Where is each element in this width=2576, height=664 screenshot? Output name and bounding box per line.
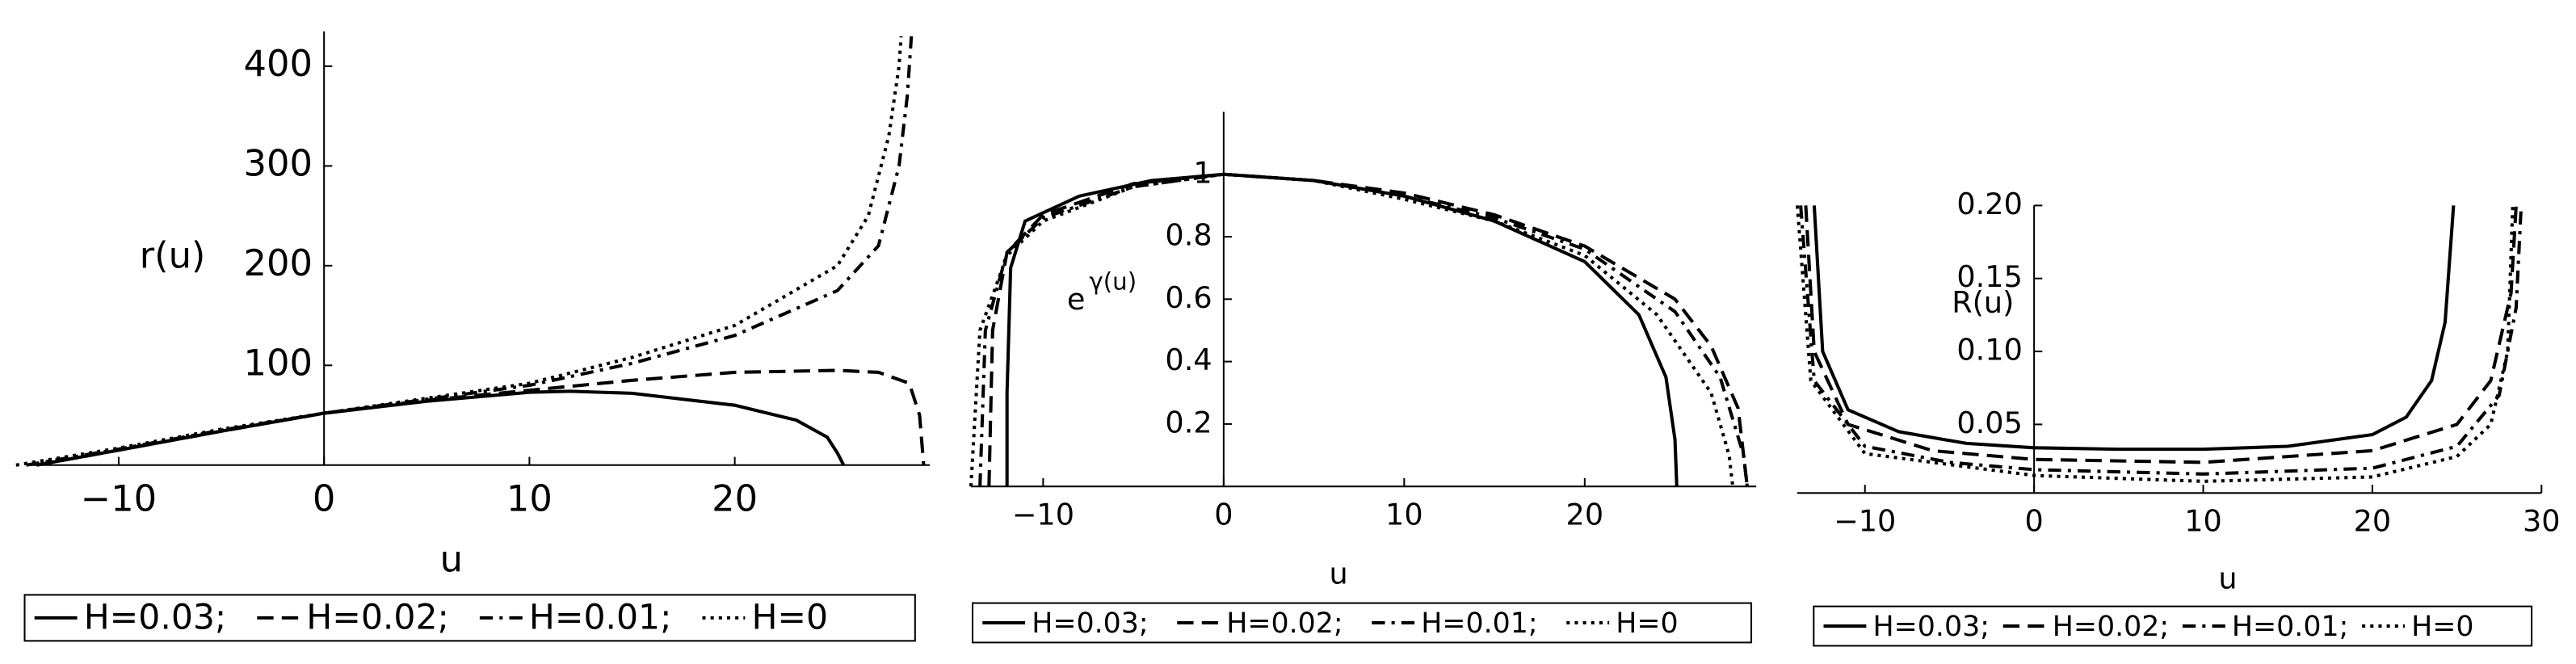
legend-label: H=0.02; (1226, 607, 1343, 640)
y-axis-label: e (1067, 282, 1086, 317)
legend-label: H=0.03; (84, 598, 227, 637)
legend-label: H=0.01; (2232, 611, 2348, 643)
y-tick-label: 200 (244, 242, 313, 284)
y-tick-label: 0.15 (1956, 259, 2022, 294)
y-axis-label: R(u) (1952, 285, 2014, 320)
series-line (978, 172, 1749, 487)
x-tick-label: −10 (81, 477, 157, 519)
legend-label: H=0.02; (2053, 611, 2169, 643)
y-tick-label: 0.10 (1956, 333, 2022, 368)
series-line (36, 389, 846, 467)
legend-box (971, 602, 1753, 644)
y-tick-label: 0.6 (1165, 280, 1212, 315)
series-line (1005, 172, 1679, 487)
legend-box (23, 594, 916, 642)
x-axis-label: u (2218, 561, 2237, 596)
panel: −10 0 10 20 0.2 0.4 0.6 0.8 1 u eγ(u) H=0.03; H=0.02… (969, 111, 1757, 644)
legend-label: H=0.02; (306, 598, 449, 637)
legend-label: H=0.03; (1032, 607, 1148, 640)
y-tick-label: 100 (244, 341, 313, 384)
legend-label: H=0 (751, 598, 828, 637)
panel: −10 0 10 20 100 200 300 400 u r(u) H=0.03; H=0.02; H… (15, 31, 931, 642)
series-line (1812, 205, 2456, 452)
x-tick-label: 20 (712, 477, 758, 519)
x-tick-label: 20 (2354, 503, 2392, 538)
y-tick-label: 400 (244, 42, 313, 85)
series-line (15, 36, 903, 467)
y-tick-label: 0.20 (1956, 187, 2022, 221)
y-axis-label: r(u) (140, 233, 206, 276)
x-tick-label: 10 (2184, 503, 2222, 538)
y-tick-label: 0.4 (1165, 343, 1212, 377)
x-tick-label: 10 (506, 477, 553, 519)
x-tick-label: 30 (2523, 503, 2561, 538)
series-line (987, 172, 1749, 487)
x-tick-label: −10 (1012, 497, 1074, 532)
x-axis-label: u (440, 538, 463, 581)
y-tick-label: 0.05 (1956, 406, 2022, 440)
legend-label: H=0 (2411, 611, 2473, 643)
y-tick-label: 0.2 (1165, 405, 1212, 439)
legend-label: H=0 (1616, 607, 1678, 640)
x-tick-label: 0 (1214, 497, 1233, 532)
x-tick-label: −10 (1834, 503, 1896, 538)
legend-label: H=0.01; (1421, 607, 1537, 640)
series-line (1795, 205, 2515, 483)
y-tick-label: 1 (1193, 155, 1212, 190)
series-line (1799, 205, 2523, 476)
x-tick-label: 20 (1566, 497, 1604, 532)
legend-box (1813, 605, 2533, 647)
x-tick-label: 0 (2024, 503, 2043, 538)
legend-label: H=0.01; (529, 598, 672, 637)
series-line (1804, 205, 2518, 464)
y-tick-label: 0.8 (1165, 218, 1212, 253)
legend-label: H=0.03; (1873, 611, 1990, 643)
x-tick-label: 0 (313, 477, 335, 519)
y-tick-label: 300 (244, 141, 313, 184)
x-tick-label: 10 (1385, 497, 1423, 532)
y-axis-label-exponent: γ(u) (1089, 267, 1137, 295)
panel: −10 0 10 20 30 0.05 0.10 0.15 0.20 u R(u) H=0.03; H=… (1795, 187, 2561, 647)
series-line (969, 172, 1735, 487)
x-axis-label: u (1330, 557, 1348, 591)
